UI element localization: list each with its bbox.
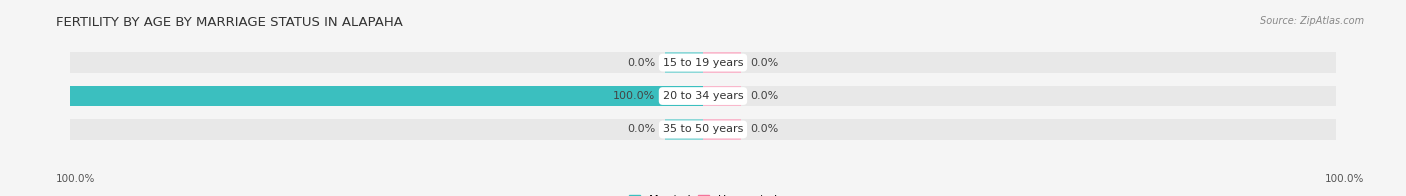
Text: 0.0%: 0.0%: [627, 124, 655, 134]
Bar: [703, 119, 741, 140]
Text: 100.0%: 100.0%: [56, 174, 96, 184]
Bar: [703, 52, 741, 73]
Bar: [70, 86, 1336, 106]
Text: 0.0%: 0.0%: [751, 58, 779, 68]
Bar: [70, 86, 703, 106]
Bar: [70, 119, 1336, 140]
Bar: [665, 52, 703, 73]
Text: 35 to 50 years: 35 to 50 years: [662, 124, 744, 134]
Text: 15 to 19 years: 15 to 19 years: [662, 58, 744, 68]
Legend: Married, Unmarried: Married, Unmarried: [624, 191, 782, 196]
Text: 100.0%: 100.0%: [613, 91, 655, 101]
Text: 20 to 34 years: 20 to 34 years: [662, 91, 744, 101]
Text: 0.0%: 0.0%: [751, 124, 779, 134]
Text: Source: ZipAtlas.com: Source: ZipAtlas.com: [1260, 16, 1364, 26]
Text: 0.0%: 0.0%: [627, 58, 655, 68]
Bar: [703, 86, 741, 106]
Bar: [70, 52, 1336, 73]
Text: FERTILITY BY AGE BY MARRIAGE STATUS IN ALAPAHA: FERTILITY BY AGE BY MARRIAGE STATUS IN A…: [56, 16, 404, 29]
Text: 0.0%: 0.0%: [751, 91, 779, 101]
Text: 100.0%: 100.0%: [1324, 174, 1364, 184]
Bar: [665, 119, 703, 140]
